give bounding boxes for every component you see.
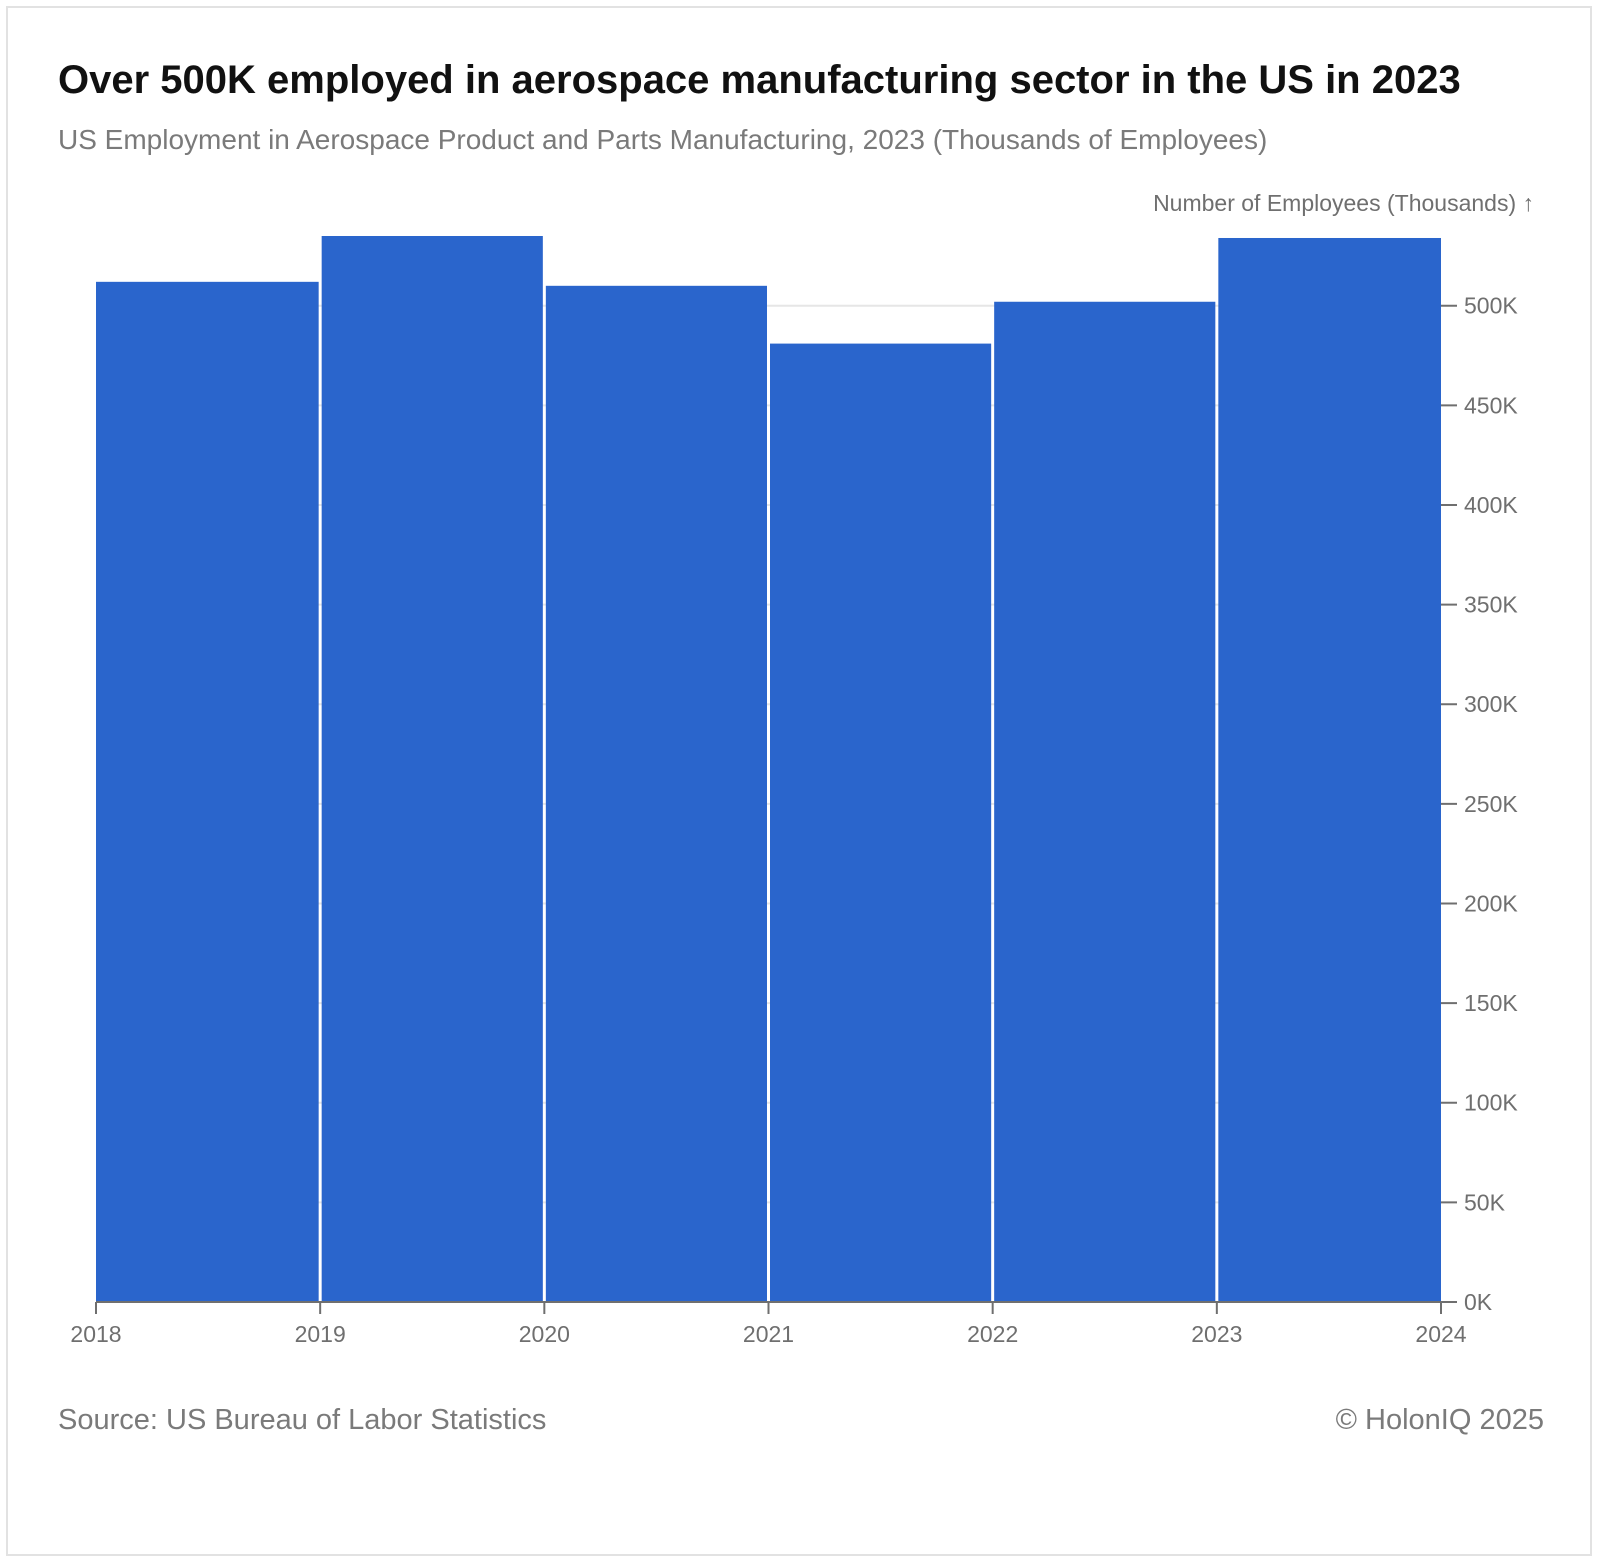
y-tick-label: 400K — [1464, 492, 1518, 518]
x-tick-label: 2018 — [70, 1321, 121, 1347]
y-axis-title: Number of Employees (Thousands) ↑ — [1153, 190, 1534, 216]
y-tick-label: 350K — [1464, 592, 1518, 618]
y-tick-label: 500K — [1464, 293, 1518, 319]
chart-title: Over 500K employed in aerospace manufact… — [58, 58, 1461, 102]
y-tick-label: 450K — [1464, 392, 1518, 418]
x-tick-label: 2021 — [743, 1321, 794, 1347]
bars — [96, 236, 1441, 1303]
chart-subtitle: US Employment in Aerospace Product and P… — [58, 124, 1268, 155]
source-note: Source: US Bureau of Labor Statistics — [58, 1404, 547, 1436]
y-tick-label: 100K — [1464, 1090, 1518, 1116]
y-tick-label: 300K — [1464, 691, 1518, 717]
x-tick-label: 2023 — [1191, 1321, 1242, 1347]
y-tick-label: 0K — [1464, 1289, 1493, 1315]
copyright-note: © HolonIQ 2025 — [1335, 1404, 1544, 1436]
bar-2021[interactable] — [770, 343, 992, 1302]
grid-lines — [96, 304, 1441, 1204]
bar-2020[interactable] — [545, 285, 767, 1302]
bar-2019[interactable] — [321, 236, 543, 1302]
y-tick-label: 50K — [1464, 1189, 1506, 1215]
y-tick-label: 250K — [1464, 791, 1518, 817]
x-tick-label: 2019 — [295, 1321, 346, 1347]
x-tick-label: 2020 — [519, 1321, 570, 1347]
bar-2018[interactable] — [96, 281, 319, 1303]
bar-2023[interactable] — [1218, 237, 1441, 1302]
bar-2022[interactable] — [994, 301, 1216, 1302]
y-tick-label: 150K — [1464, 990, 1518, 1016]
x-tick-label: 2022 — [967, 1321, 1018, 1347]
y-tick-label: 200K — [1464, 890, 1518, 916]
axes: 2018 2019 2020 2021 2022 2023 2024 0K 50K 100K 150… — [70, 293, 1518, 1347]
x-tick-label: 2024 — [1415, 1321, 1466, 1347]
